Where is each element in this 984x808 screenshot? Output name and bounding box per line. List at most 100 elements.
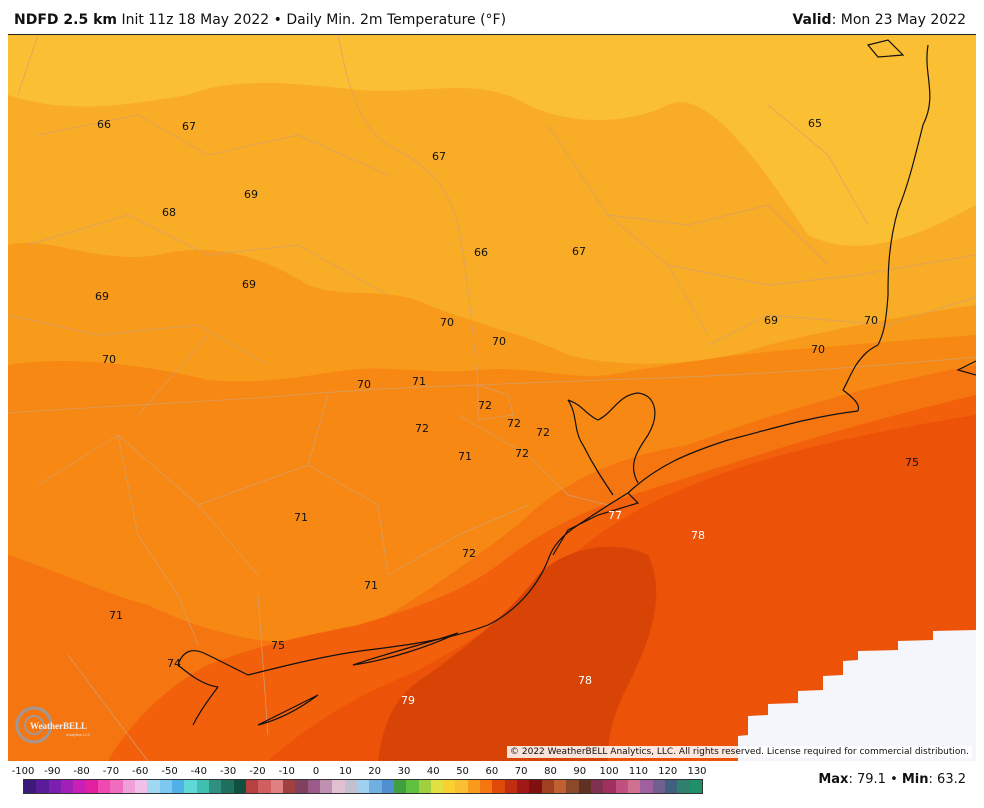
valid-label: Valid <box>792 12 832 28</box>
max-label: Max <box>818 772 849 787</box>
legend-tick: 110 <box>628 766 648 777</box>
temperature-label: 70 <box>440 316 454 329</box>
field-name: Daily Min. 2m Temperature (°F) <box>286 12 507 28</box>
colorbar-swatch <box>578 780 592 793</box>
temperature-map[interactable]: 66 67 67 65 69 68 66 67 69 69 70 70 69 70 70 70 70 71 72 72… <box>8 35 976 761</box>
colorbar-swatch <box>492 780 505 793</box>
legend-tick: 60 <box>485 766 499 777</box>
colorbar-swatch <box>480 780 493 793</box>
colorbar-swatch <box>504 780 518 793</box>
zone-79 <box>378 546 657 761</box>
map-title: NDFD 2.5 km Init 11z 18 May 2022 • Daily… <box>14 12 506 28</box>
colorbar-swatch <box>184 780 197 793</box>
legend-tick: 90 <box>573 766 587 777</box>
colorbar-swatch <box>603 780 616 793</box>
colorbar-swatch <box>369 780 382 793</box>
temperature-label: 71 <box>109 609 123 622</box>
legend-tick: -60 <box>132 766 149 777</box>
legend-tick: 40 <box>426 766 440 777</box>
temperature-label: 72 <box>415 422 429 435</box>
legend-tick: -90 <box>44 766 61 777</box>
min-value: : 63.2 <box>928 772 966 787</box>
temperature-label: 71 <box>364 579 378 592</box>
coastline <box>177 39 976 726</box>
temperature-label: 68 <box>162 206 176 219</box>
temperature-label: 70 <box>492 335 506 348</box>
colorbar-swatch <box>110 780 123 793</box>
legend-tick: -100 <box>11 766 35 777</box>
colorbar-swatch <box>60 780 74 793</box>
legend-tick: 130 <box>687 766 707 777</box>
colorbar-swatch <box>566 780 579 793</box>
temperature-label: 78 <box>578 674 592 687</box>
temperature-label: 77 <box>608 509 622 522</box>
temperature-label: 66 <box>474 246 488 259</box>
colorbar-swatch <box>73 780 86 793</box>
colorbar-swatch <box>171 780 185 793</box>
colorbar-swatch <box>689 780 703 793</box>
colorbar-swatch <box>665 780 678 793</box>
temperature-label: 65 <box>808 117 822 130</box>
colorbar-swatch <box>122 780 135 793</box>
copyright-notice: © 2022 WeatherBELL Analytics, LLC. All r… <box>507 746 972 758</box>
colorbar-swatch <box>677 780 690 793</box>
temperature-label: 72 <box>478 399 492 412</box>
temperature-label: 79 <box>401 694 415 707</box>
legend-tick: -10 <box>278 766 295 777</box>
temperature-label: 66 <box>97 118 111 131</box>
colorbar-swatch <box>554 780 567 793</box>
valid-value: : Mon 23 May 2022 <box>831 12 966 28</box>
legend-tick: 70 <box>514 766 528 777</box>
legend-tick: -80 <box>73 766 90 777</box>
colorbar-swatch <box>615 780 629 793</box>
min-max-stats: Max: 79.1 • Min: 63.2 <box>818 772 966 787</box>
map-header: NDFD 2.5 km Init 11z 18 May 2022 • Daily… <box>0 0 984 34</box>
colorbar-swatch <box>541 780 555 793</box>
legend-tick: -70 <box>102 766 120 777</box>
temperature-label: 69 <box>95 290 109 303</box>
legend-tick: -30 <box>219 766 237 777</box>
colorbar-swatch <box>48 780 61 793</box>
colorbar-swatch <box>628 780 641 793</box>
temperature-labels: 66 67 67 65 69 68 66 67 69 69 70 70 69 70 70 70 70 71 72 72… <box>95 117 919 707</box>
temperature-label: 70 <box>102 353 116 366</box>
colorbar-swatch <box>393 780 407 793</box>
colorbar-swatch <box>85 780 98 793</box>
colorbar-swatch <box>270 780 283 793</box>
colorbar-swatch <box>443 780 456 793</box>
colorbar-swatch <box>418 780 431 793</box>
temperature-label: 72 <box>507 417 521 430</box>
legend-tick: 10 <box>338 766 352 777</box>
legend-tick: 120 <box>658 766 678 777</box>
colorbar-swatch <box>652 780 666 793</box>
colorbar-swatch <box>208 780 222 793</box>
temperature-label: 67 <box>572 245 586 258</box>
stats-separator: • <box>890 772 898 787</box>
colorbar-swatch <box>332 780 345 793</box>
colorbar-swatch <box>134 780 148 793</box>
temperature-label: 78 <box>691 529 705 542</box>
temperature-label: 69 <box>764 314 778 327</box>
legend-tick: 0 <box>312 766 320 777</box>
colorbar-swatch <box>159 780 172 793</box>
logo-swirl-inner <box>24 715 44 735</box>
legend-tick: -40 <box>190 766 207 777</box>
max-value: : 79.1 <box>848 772 886 787</box>
colorbar-swatch <box>258 780 271 793</box>
legend-tick: 30 <box>397 766 411 777</box>
temperature-label: 71 <box>294 511 308 524</box>
map-panel[interactable]: 66 67 67 65 69 68 66 67 69 69 70 70 69 70 70 70 70 71 72 72… <box>8 34 976 761</box>
legend-tick: 80 <box>544 766 557 777</box>
valid-time: Valid: Mon 23 May 2022 <box>792 12 966 28</box>
colorbar-swatch <box>517 780 530 793</box>
logo-swirl <box>15 706 53 744</box>
colorbar-swatch <box>455 780 468 793</box>
colorbar-swatch <box>319 780 333 793</box>
temperature-label: 70 <box>811 343 825 356</box>
colorbar-swatch <box>245 780 259 793</box>
temperature-label: 72 <box>462 547 476 560</box>
legend-tick: 20 <box>368 766 382 777</box>
colorbar-swatch <box>196 780 209 793</box>
temperature-label: 70 <box>357 378 371 391</box>
colorbar-swatch <box>36 780 49 793</box>
